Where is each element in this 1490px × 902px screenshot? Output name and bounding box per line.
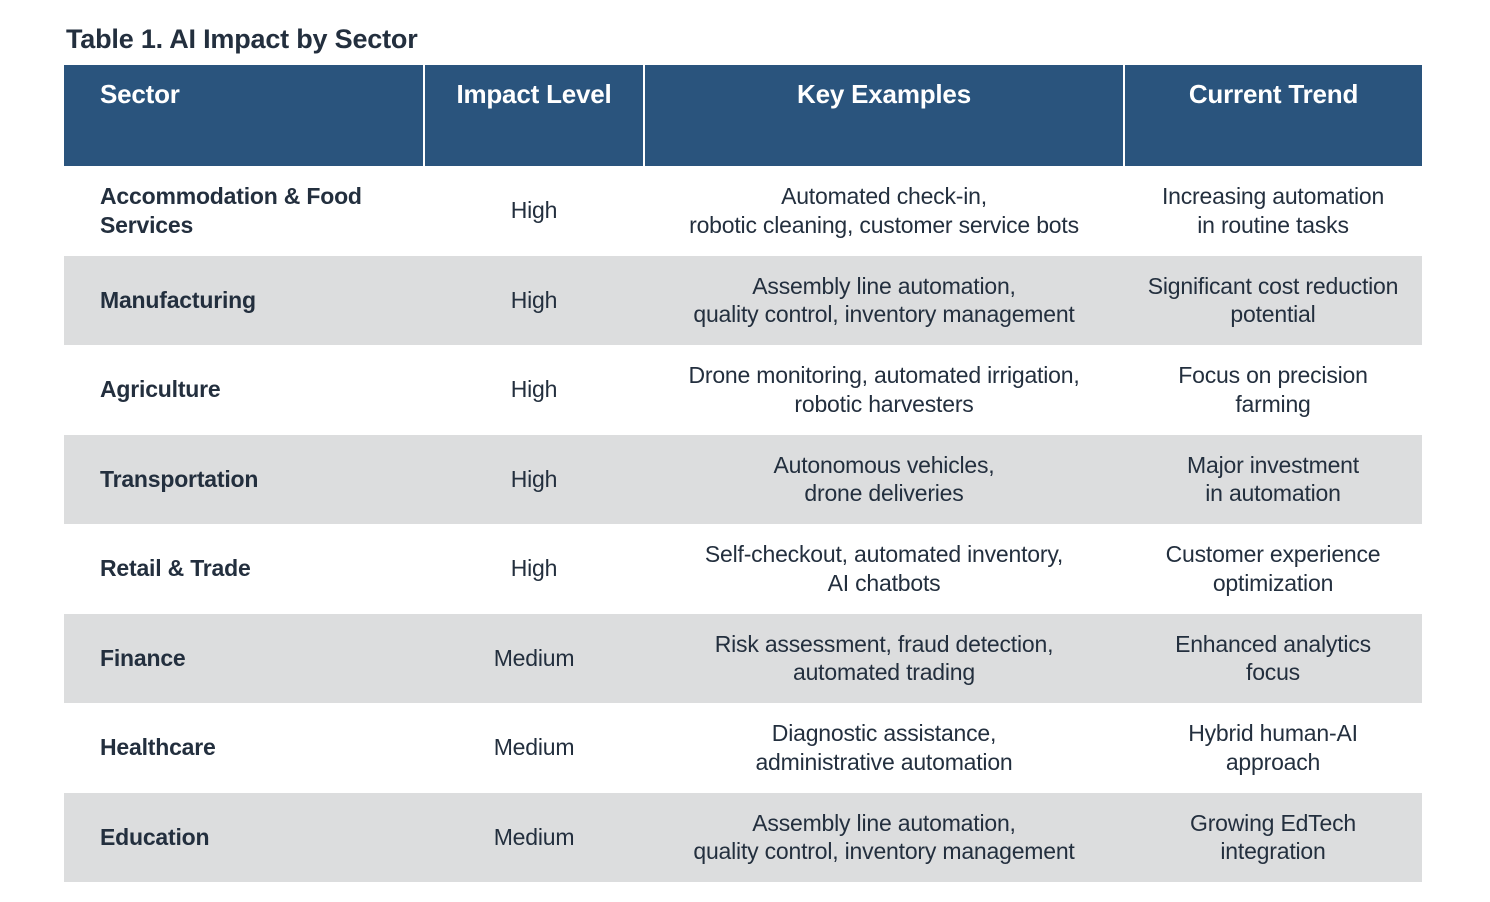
cell-sector: Retail & Trade (64, 524, 424, 614)
col-header-sector: Sector (64, 65, 424, 166)
cell-trend: Growing EdTechintegration (1124, 793, 1422, 883)
cell-sector: Healthcare (64, 703, 424, 793)
cell-examples: Diagnostic assistance,administrative aut… (644, 703, 1124, 793)
cell-examples: Autonomous vehicles,drone deliveries (644, 435, 1124, 525)
cell-sector: Agriculture (64, 345, 424, 435)
table-container: Table 1. AI Impact by Sector SectorImpac… (64, 24, 1422, 882)
cell-trend: Enhanced analyticsfocus (1124, 614, 1422, 704)
table-body: Accommodation & Food ServicesHighAutomat… (64, 166, 1422, 882)
table-row: AgricultureHighDrone monitoring, automat… (64, 345, 1422, 435)
table-row: HealthcareMediumDiagnostic assistance,ad… (64, 703, 1422, 793)
cell-impact: Medium (424, 793, 644, 883)
col-header-trend: Current Trend (1124, 65, 1422, 166)
cell-impact: High (424, 435, 644, 525)
cell-trend: Customer experienceoptimization (1124, 524, 1422, 614)
cell-sector: Transportation (64, 435, 424, 525)
cell-trend: Major investmentin automation (1124, 435, 1422, 525)
cell-impact: High (424, 524, 644, 614)
table-head: SectorImpact LevelKey ExamplesCurrent Tr… (64, 65, 1422, 166)
cell-examples: Self-checkout, automated inventory,AI ch… (644, 524, 1124, 614)
cell-sector: Accommodation & Food Services (64, 166, 424, 256)
ai-impact-table: SectorImpact LevelKey ExamplesCurrent Tr… (64, 65, 1422, 882)
cell-sector: Manufacturing (64, 256, 424, 346)
cell-examples: Assembly line automation,quality control… (644, 793, 1124, 883)
cell-trend: Significant cost reductionpotential (1124, 256, 1422, 346)
cell-impact: High (424, 256, 644, 346)
cell-trend: Hybrid human-AIapproach (1124, 703, 1422, 793)
cell-trend: Focus on precisionfarming (1124, 345, 1422, 435)
cell-examples: Automated check-in,robotic cleaning, cus… (644, 166, 1124, 256)
cell-trend: Increasing automationin routine tasks (1124, 166, 1422, 256)
cell-examples: Risk assessment, fraud detection,automat… (644, 614, 1124, 704)
cell-sector: Education (64, 793, 424, 883)
table-row: TransportationHighAutonomous vehicles,dr… (64, 435, 1422, 525)
cell-examples: Assembly line automation,quality control… (644, 256, 1124, 346)
table-row: EducationMediumAssembly line automation,… (64, 793, 1422, 883)
col-header-impact: Impact Level (424, 65, 644, 166)
cell-impact: High (424, 166, 644, 256)
header-row: SectorImpact LevelKey ExamplesCurrent Tr… (64, 65, 1422, 166)
col-header-examples: Key Examples (644, 65, 1124, 166)
table-caption: Table 1. AI Impact by Sector (66, 24, 1422, 55)
table-row: FinanceMediumRisk assessment, fraud dete… (64, 614, 1422, 704)
cell-impact: Medium (424, 614, 644, 704)
cell-impact: High (424, 345, 644, 435)
cell-examples: Drone monitoring, automated irrigation,r… (644, 345, 1124, 435)
table-row: Accommodation & Food ServicesHighAutomat… (64, 166, 1422, 256)
table-row: Retail & TradeHighSelf-checkout, automat… (64, 524, 1422, 614)
table-row: ManufacturingHighAssembly line automatio… (64, 256, 1422, 346)
cell-sector: Finance (64, 614, 424, 704)
cell-impact: Medium (424, 703, 644, 793)
